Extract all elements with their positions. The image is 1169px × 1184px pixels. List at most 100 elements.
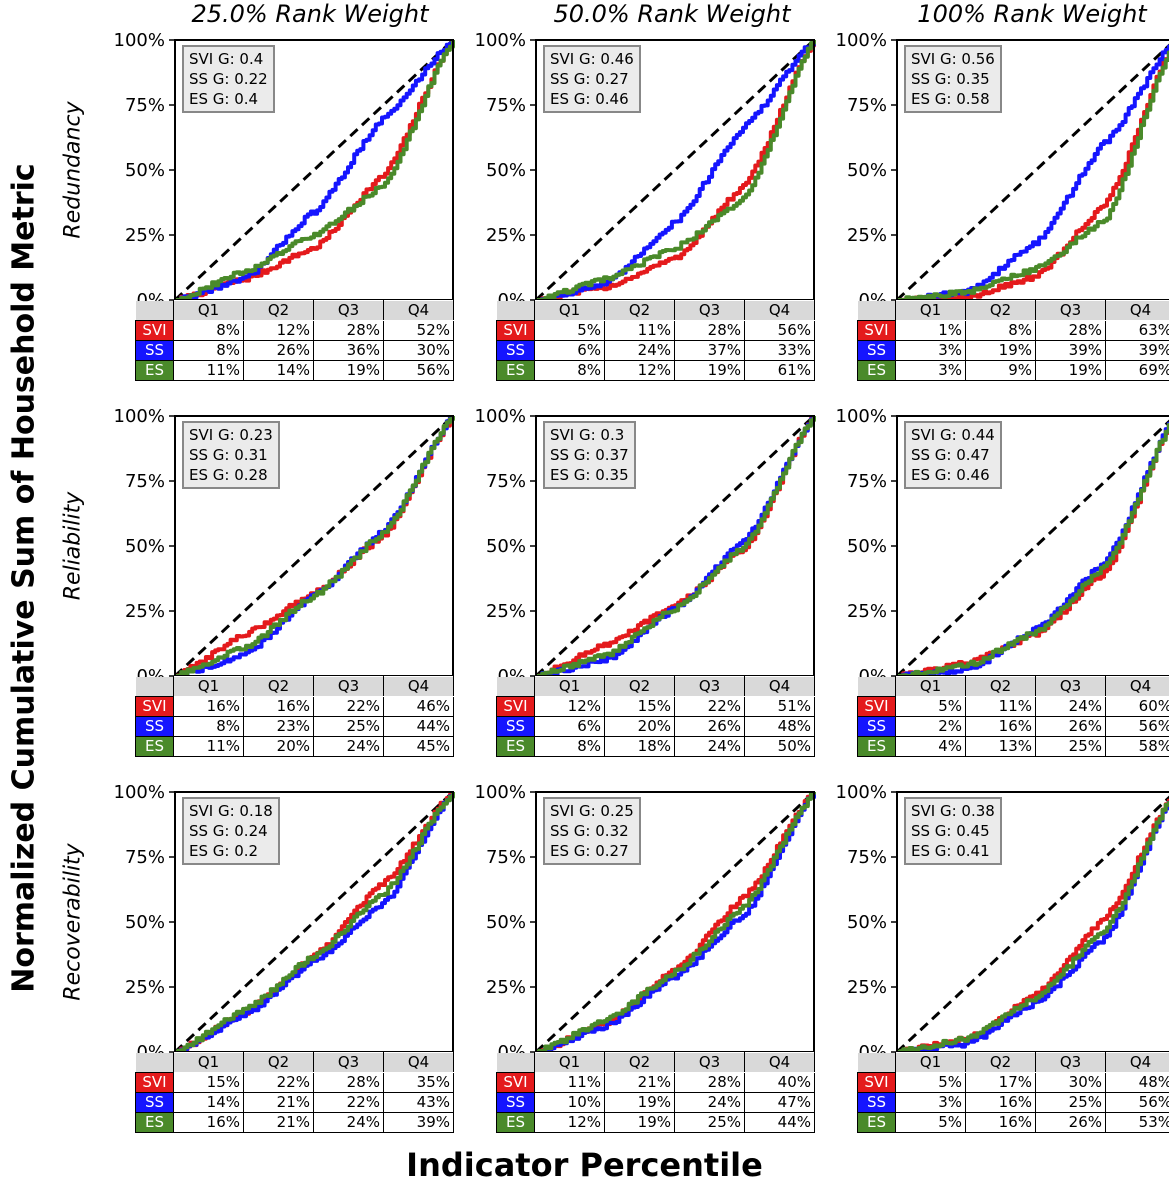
quartile-share-cell: 46% — [384, 697, 454, 717]
series-label-ss: SS — [858, 341, 896, 361]
quartile-share-cell: 14% — [244, 361, 314, 381]
series-label-es: ES — [497, 1113, 535, 1133]
quartile-share-cell: 37% — [675, 341, 745, 361]
quartile-share-cell: 47% — [745, 1093, 815, 1113]
table-corner — [858, 677, 896, 697]
gini-coefficient-text: SS G: 0.22 — [189, 69, 268, 89]
quartile-share-cell: 24% — [1036, 697, 1106, 717]
quartile-share-cell: 25% — [1036, 737, 1106, 757]
quartile-share-cell: 8% — [966, 321, 1036, 341]
quartile-share-cell: 10% — [535, 1093, 605, 1113]
y-tick-label: 100% — [114, 406, 165, 427]
y-tick-label: 100% — [114, 30, 165, 51]
quartile-share-cell: 40% — [745, 1073, 815, 1093]
gini-coefficient-text: SS G: 0.27 — [550, 69, 634, 89]
quartile-share-cell: 26% — [244, 341, 314, 361]
y-tick-label: 75% — [486, 95, 526, 116]
gini-coefficient-text: SVI G: 0.56 — [911, 49, 995, 69]
y-tick-label: 75% — [125, 847, 165, 868]
table-corner — [497, 301, 535, 321]
table-corner — [136, 301, 174, 321]
quartile-share-cell: 35% — [384, 1073, 454, 1093]
y-tick-label: 75% — [847, 95, 887, 116]
quartile-share-cell: 39% — [384, 1113, 454, 1133]
y-tick-label: 25% — [486, 601, 526, 622]
table-corner — [136, 677, 174, 697]
quartile-header: Q4 — [384, 1053, 454, 1073]
quartile-header: Q4 — [745, 1053, 815, 1073]
quartile-share-cell: 23% — [244, 717, 314, 737]
quartile-share-cell: 19% — [1036, 361, 1106, 381]
y-tick-label: 75% — [847, 847, 887, 868]
quartile-share-cell: 26% — [1036, 1113, 1106, 1133]
quartile-header: Q4 — [745, 677, 815, 697]
quartile-share-cell: 26% — [1036, 717, 1106, 737]
quartile-share-cell: 28% — [314, 1073, 384, 1093]
quartile-share-cell: 30% — [1036, 1073, 1106, 1093]
quartile-share-cell: 56% — [1106, 1093, 1169, 1113]
quartile-share-cell: 21% — [605, 1073, 675, 1093]
y-tick-label: 25% — [125, 225, 165, 246]
quartile-header: Q1 — [535, 677, 605, 697]
quartile-header: Q4 — [1106, 1053, 1169, 1073]
quartile-header: Q2 — [244, 677, 314, 697]
quartile-share-cell: 5% — [896, 1073, 966, 1093]
y-tick-label: 25% — [486, 977, 526, 998]
quartile-share-cell: 58% — [1106, 737, 1169, 757]
quartile-share-cell: 56% — [384, 361, 454, 381]
table-corner — [858, 301, 896, 321]
quartile-share-cell: 19% — [605, 1113, 675, 1133]
quartile-share-cell: 6% — [535, 341, 605, 361]
gini-coefficient-text: SVI G: 0.23 — [189, 425, 273, 445]
quartile-share-cell: 24% — [314, 737, 384, 757]
gini-coefficient-text: ES G: 0.28 — [189, 465, 273, 485]
series-label-ss: SS — [136, 1093, 174, 1113]
quartile-share-cell: 26% — [675, 717, 745, 737]
quartile-share-cell: 19% — [966, 341, 1036, 361]
quartile-share-cell: 56% — [1106, 717, 1169, 737]
quartile-share-cell: 44% — [384, 717, 454, 737]
quartile-share-cell: 11% — [966, 697, 1036, 717]
quartile-share-cell: 16% — [174, 697, 244, 717]
quartile-share-cell: 24% — [605, 341, 675, 361]
quartile-share-cell: 11% — [174, 361, 244, 381]
quartile-header: Q4 — [1106, 301, 1169, 321]
y-tick-label: 25% — [847, 225, 887, 246]
quartile-header: Q4 — [745, 301, 815, 321]
y-tick-label: 100% — [475, 406, 526, 427]
quartile-share-cell: 50% — [745, 737, 815, 757]
quartile-header: Q2 — [605, 677, 675, 697]
series-label-es: ES — [858, 737, 896, 757]
y-tick-label: 75% — [486, 471, 526, 492]
quartile-share-cell: 20% — [605, 717, 675, 737]
quartile-share-cell: 48% — [1106, 1073, 1169, 1093]
quartile-header: Q3 — [314, 677, 384, 697]
gini-coefficient-text: ES G: 0.35 — [550, 465, 629, 485]
quartile-share-cell: 28% — [1036, 321, 1106, 341]
quartile-share-cell: 45% — [384, 737, 454, 757]
y-tick-label: 75% — [125, 471, 165, 492]
quartile-share-cell: 25% — [314, 717, 384, 737]
gini-coefficient-text: SS G: 0.31 — [189, 445, 273, 465]
quartile-share-cell: 9% — [966, 361, 1036, 381]
quartile-header: Q3 — [1036, 301, 1106, 321]
quartile-share-cell: 22% — [314, 1093, 384, 1113]
x-axis-label: Indicator Percentile — [0, 1146, 1169, 1184]
quartile-share-cell: 56% — [745, 321, 815, 341]
y-tick-label: 100% — [475, 782, 526, 803]
quartile-share-cell: 18% — [605, 737, 675, 757]
series-label-svi: SVI — [136, 697, 174, 717]
